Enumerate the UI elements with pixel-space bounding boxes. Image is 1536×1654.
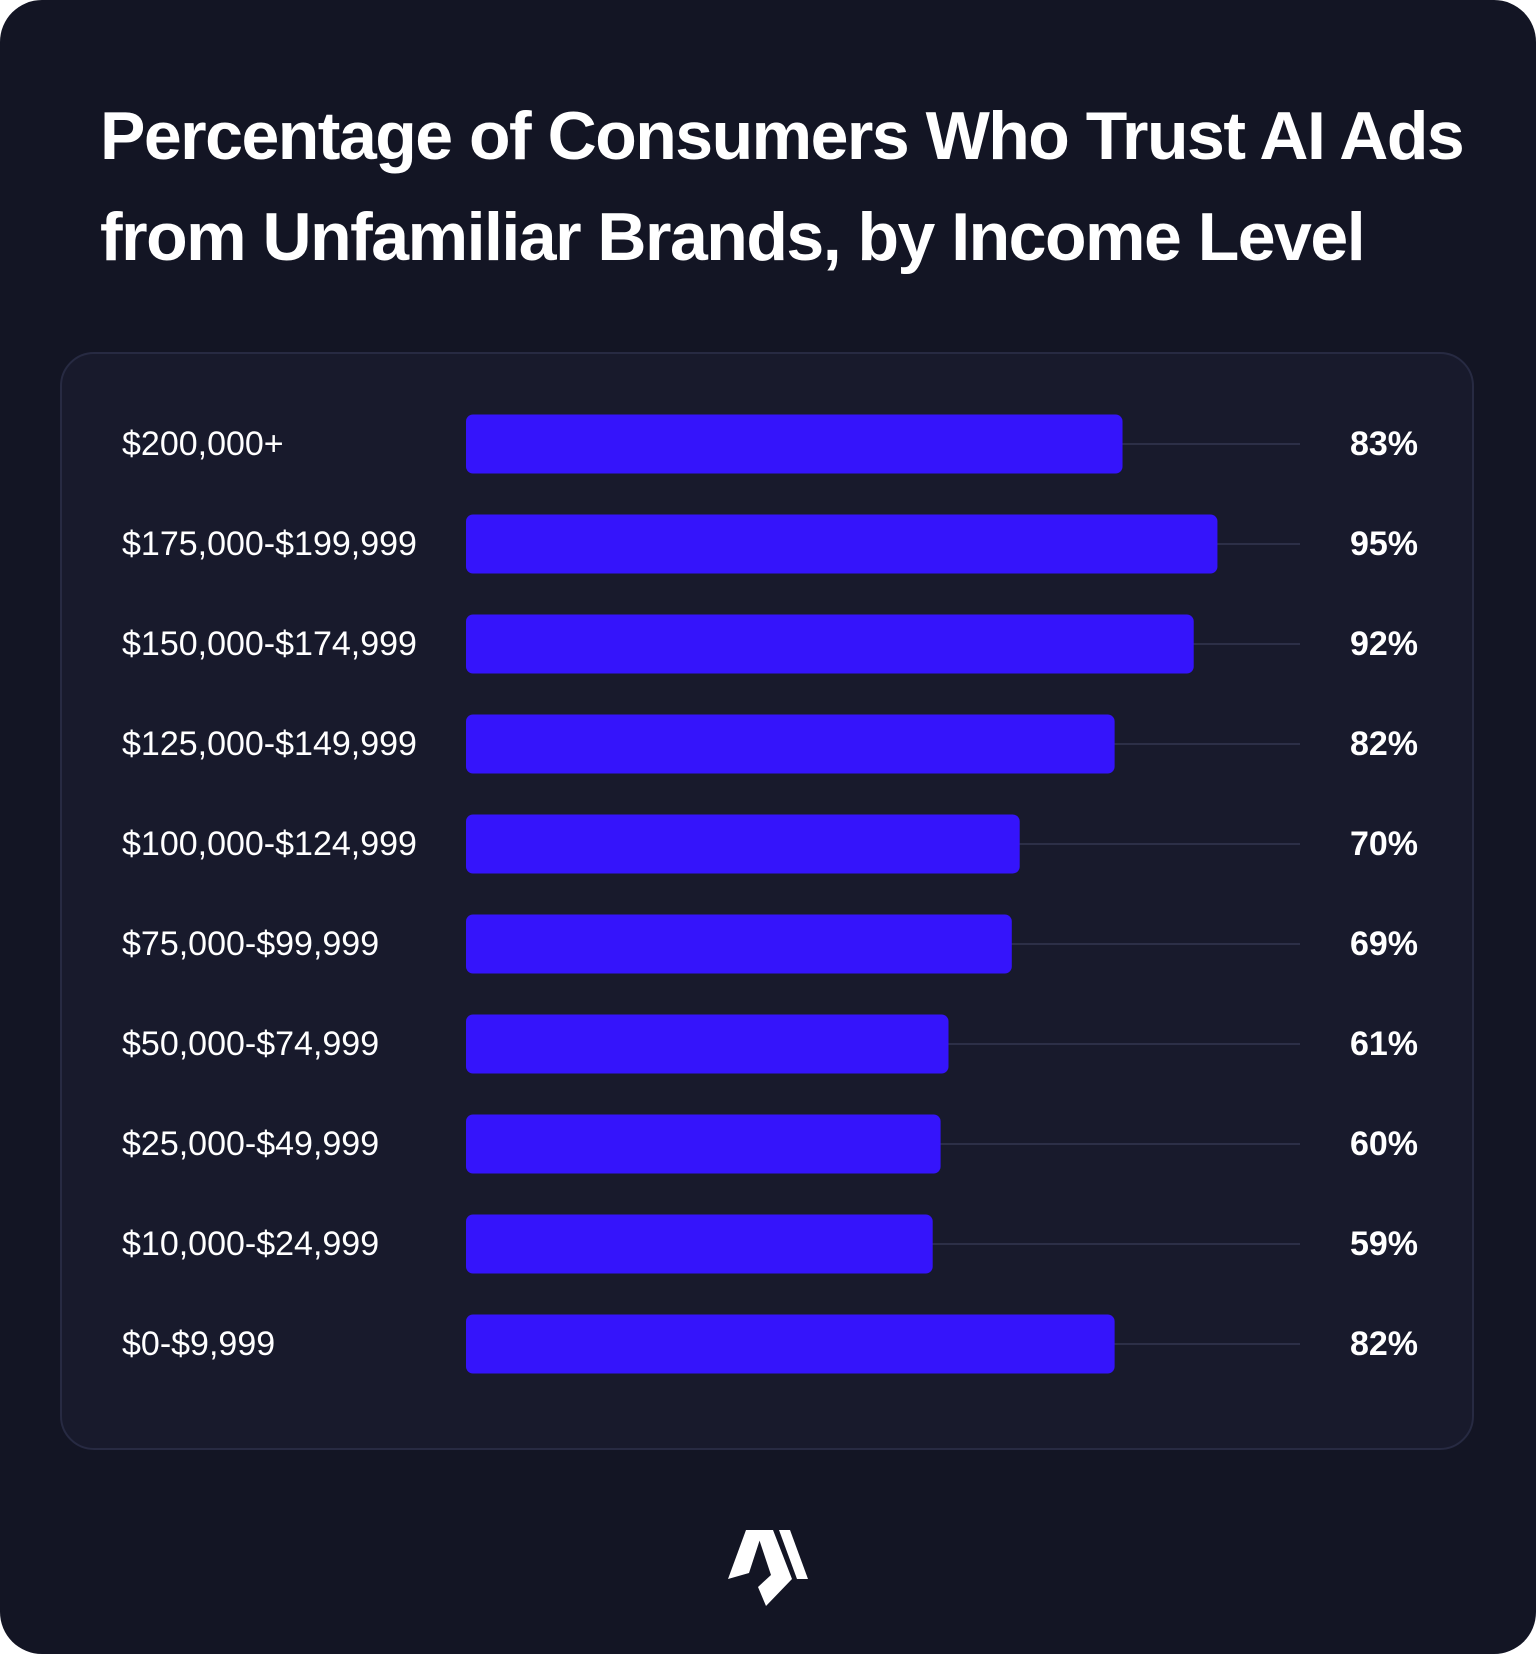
bar: [466, 414, 1123, 474]
category-label: $10,000-$24,999: [122, 1225, 379, 1263]
bar: [466, 1114, 941, 1174]
chart-panel: $200,000+ 83% $175,000-$199,999 95% $150,000…: [60, 352, 1474, 1450]
bar: [466, 714, 1115, 774]
value-label: 82%: [1350, 1325, 1418, 1363]
category-label: $25,000-$49,999: [122, 1125, 379, 1163]
bar-chart: $200,000+ 83% $175,000-$199,999 95% $150,000…: [122, 414, 1418, 1374]
bar: [466, 1014, 949, 1074]
bar: [466, 814, 1020, 874]
category-label: $0-$9,999: [122, 1325, 275, 1363]
category-label: $125,000-$149,999: [122, 725, 417, 763]
value-label: 95%: [1350, 525, 1418, 563]
bar: [466, 1214, 933, 1274]
value-label: 70%: [1350, 825, 1418, 863]
value-label: 82%: [1350, 725, 1418, 763]
bar: [466, 1314, 1115, 1374]
bar: [466, 514, 1218, 574]
value-label: 69%: [1350, 925, 1418, 963]
bar: [466, 614, 1194, 674]
value-label: 60%: [1350, 1125, 1418, 1163]
value-label: 59%: [1350, 1225, 1418, 1263]
chart-title: Percentage of Consumers Who Trust AI Ads…: [100, 98, 1465, 275]
category-label: $100,000-$124,999: [122, 825, 417, 863]
category-label: $175,000-$199,999: [122, 525, 417, 563]
category-label: $150,000-$174,999: [122, 625, 417, 663]
category-label: $75,000-$99,999: [122, 925, 379, 963]
category-label: $50,000-$74,999: [122, 1025, 379, 1063]
value-label: 61%: [1350, 1025, 1418, 1063]
value-label: 92%: [1350, 625, 1418, 663]
brand-logo-icon: [728, 1530, 808, 1606]
bar: [466, 914, 1012, 974]
category-label: $200,000+: [122, 425, 284, 463]
value-label: 83%: [1350, 425, 1418, 463]
